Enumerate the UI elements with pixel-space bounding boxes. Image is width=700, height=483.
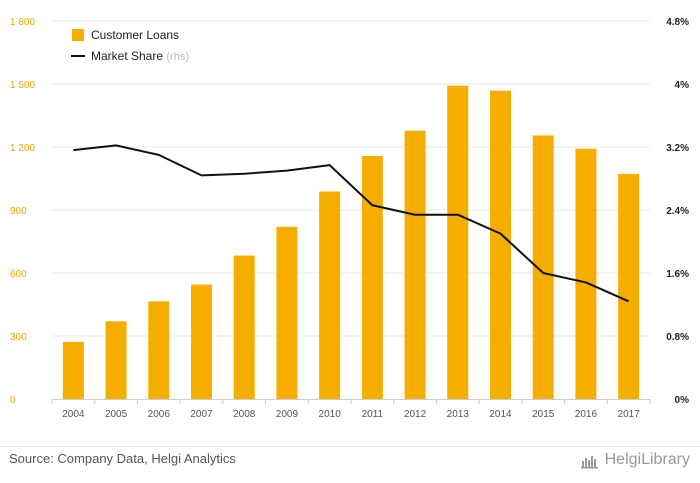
x-tick-label: 2012: [404, 409, 427, 420]
bar: [575, 148, 597, 399]
bar: [105, 321, 127, 399]
x-tick-label: 2010: [319, 409, 342, 420]
bar-series-customer-loans: [62, 85, 640, 400]
grid-lines: [52, 20, 650, 337]
y-left-tick-label: 1 500: [10, 80, 35, 91]
legend-label-customer-loans: Customer Loans: [91, 28, 179, 42]
bar: [361, 156, 383, 399]
bar: [404, 130, 426, 399]
legend-label-rhs: (rhs): [166, 51, 189, 63]
y-left-tick-label: 1 800: [10, 17, 35, 28]
helgi-logo-icon: [580, 456, 598, 469]
bar: [148, 301, 170, 399]
x-tick-label: 2004: [62, 409, 85, 420]
x-tick-label: 2013: [447, 409, 470, 420]
y-left-tick-label: 1 200: [10, 143, 35, 154]
y-left-tick-label: 600: [10, 269, 27, 280]
bar: [62, 341, 84, 399]
y-right-tick-label: 2.4%: [666, 206, 689, 217]
footer-divider: [0, 446, 700, 447]
x-tick-label: 2009: [276, 409, 299, 420]
legend-swatch-customer-loans: [72, 29, 84, 41]
x-tick-label: 2017: [618, 409, 641, 420]
axes: 0 300 600 900 1 200 1 500 1 800 0% 0.8% 1.6% 2.4% 3…: [10, 17, 689, 420]
x-tick-label: 2016: [575, 409, 598, 420]
legend: Customer Loans Market Share (rhs): [71, 28, 189, 63]
y-left-tick-label: 0: [10, 395, 16, 406]
y-right-tick-label: 4%: [675, 80, 690, 91]
x-tick-label: 2006: [148, 409, 171, 420]
y-right-tick-label: 4.8%: [666, 17, 689, 28]
market-share-line: [73, 144, 630, 303]
bar: [191, 284, 212, 399]
legend-label-market-share: Market Share (rhs): [91, 49, 189, 63]
bar: [532, 135, 554, 399]
source-text: Source: Company Data, Helgi Analytics: [9, 451, 236, 466]
helgi-library-logo[interactable]: HelgiLibrary: [580, 449, 690, 471]
bar: [447, 85, 469, 400]
chart: 0 300 600 900 1 200 1 500 1 800 0% 0.8% 1.6% 2.4% 3…: [10, 17, 689, 420]
x-tick-label: 2014: [489, 409, 512, 420]
x-tick-label: 2005: [105, 409, 128, 420]
logo-text: HelgiLibrary: [604, 451, 690, 468]
x-tick-label: 2007: [190, 409, 213, 420]
bar: [276, 226, 298, 399]
y-right-tick-label: 0%: [675, 395, 690, 406]
bar: [319, 191, 341, 399]
y-right-tick-label: 1.6%: [666, 269, 689, 280]
line-series-market-share: [73, 144, 630, 303]
bar: [490, 90, 511, 399]
y-left-tick-label: 900: [10, 206, 27, 217]
bar: [233, 255, 255, 399]
x-tick-label: 2008: [233, 409, 256, 420]
bar: [618, 173, 640, 399]
x-tick-label: 2011: [362, 409, 384, 420]
y-left-tick-label: 300: [10, 332, 27, 343]
y-right-tick-label: 3.2%: [666, 143, 689, 154]
x-tick-label: 2015: [532, 409, 555, 420]
y-right-tick-label: 0.8%: [666, 332, 689, 343]
